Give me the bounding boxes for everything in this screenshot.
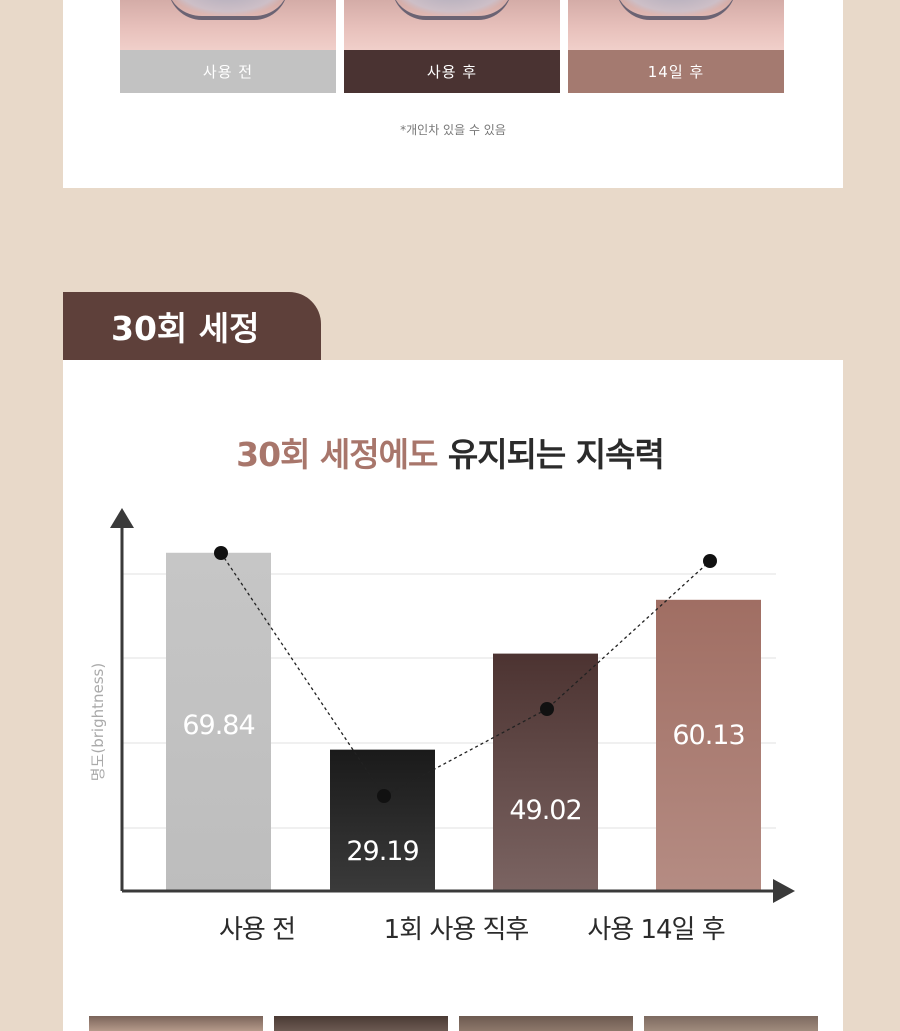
section-tab: 30회 세정 [63,292,321,360]
section-tab-label: 30회 세정 [111,309,260,348]
label-after: 사용 후 [344,50,560,93]
trend-line [220,552,711,797]
category-label-2: 사용 14일 후 [587,915,724,945]
label-14days: 14일 후 [568,50,784,93]
y-axis-label: 명도(brightness) [89,663,107,781]
disclaimer-note: *개인차 있을 수 있음 [400,123,506,137]
thumb-photo-1 [89,1016,263,1031]
chart-title-accent: 30회 세정에도 [236,435,438,474]
eye-photo-14days [568,0,784,50]
value-label-2: 49.02 [509,795,581,826]
thumb-photo-3 [459,1016,633,1031]
y-axis-arrow [110,508,134,528]
value-label-1: 29.19 [346,836,418,867]
bar-3 [656,599,761,891]
label-before: 사용 전 [120,50,336,93]
value-label-0: 69.84 [182,710,254,741]
eye-photo-after [344,0,560,50]
bar-2 [493,653,598,891]
category-label-1: 1회 사용 직후 [384,915,529,945]
chart-title-rest: 유지되는 지속력 [437,435,665,474]
thumb-photo-2 [274,1016,448,1031]
bar-0 [166,552,271,891]
eye-photo-before [120,0,336,50]
trend-point-2 [540,702,554,716]
x-axis-arrow [773,879,795,903]
trend-point-1 [377,789,391,803]
value-label-3: 60.13 [672,720,744,751]
trend-point-3 [703,554,717,568]
chart-title: 30회 세정에도 유지되는 지속력 [0,428,900,476]
category-label-0: 사용 전 [219,915,295,945]
comparison-card: 사용 전 사용 후 14일 후 *개인차 있을 수 있음 [63,0,843,188]
thumb-photo-4 [644,1016,818,1031]
trend-point-0 [214,546,228,560]
bar-1 [330,749,435,891]
